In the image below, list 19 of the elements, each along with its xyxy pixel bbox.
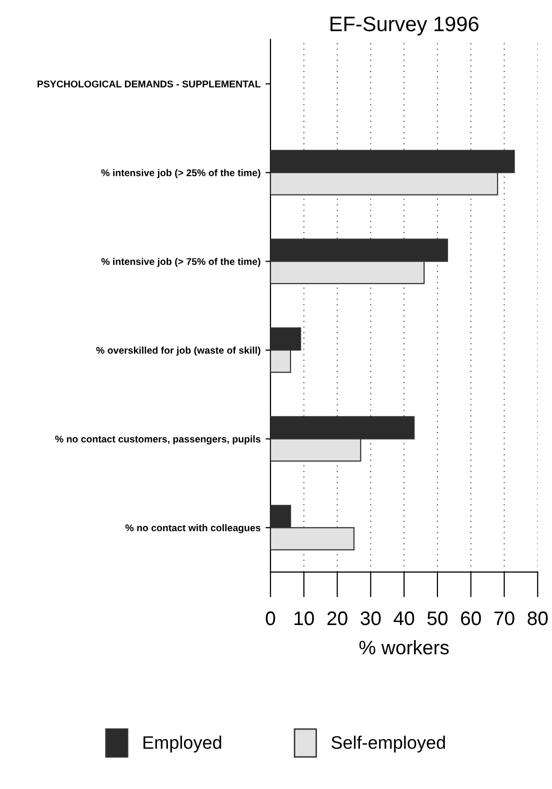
legend-label: Self-employed [331,736,445,752]
x-tick-label: 20 [327,611,348,626]
x-axis-title: % workers [359,640,449,654]
y-tick-label: % no contact customers, passengers, pupils [55,435,260,444]
x-tick-label: 40 [394,611,414,626]
x-tick-label: 80 [528,611,548,626]
x-tick-label: 10 [294,611,314,626]
y-tick-label: PSYCHOLOGICAL DEMANDS - SUPPLEMENTAL [38,80,260,88]
legend-label: Employed [144,736,222,752]
x-tick-label: 50 [427,611,448,626]
y-tick-label: % overskilled for job (waste of skill) [96,346,260,356]
y-tick-label: % no contact with colleagues [125,524,260,534]
chart-title: EF-Survey 1996 [330,16,478,36]
x-tick-label: 30 [360,611,381,626]
x-tick-label: 70 [494,611,514,626]
y-tick-label: % intensive job (> 75% of the time) [101,258,260,267]
x-tick-label: 60 [461,611,481,626]
x-tick-label: 0 [266,611,276,626]
y-tick-label: % intensive job (> 25% of the time) [101,169,260,178]
